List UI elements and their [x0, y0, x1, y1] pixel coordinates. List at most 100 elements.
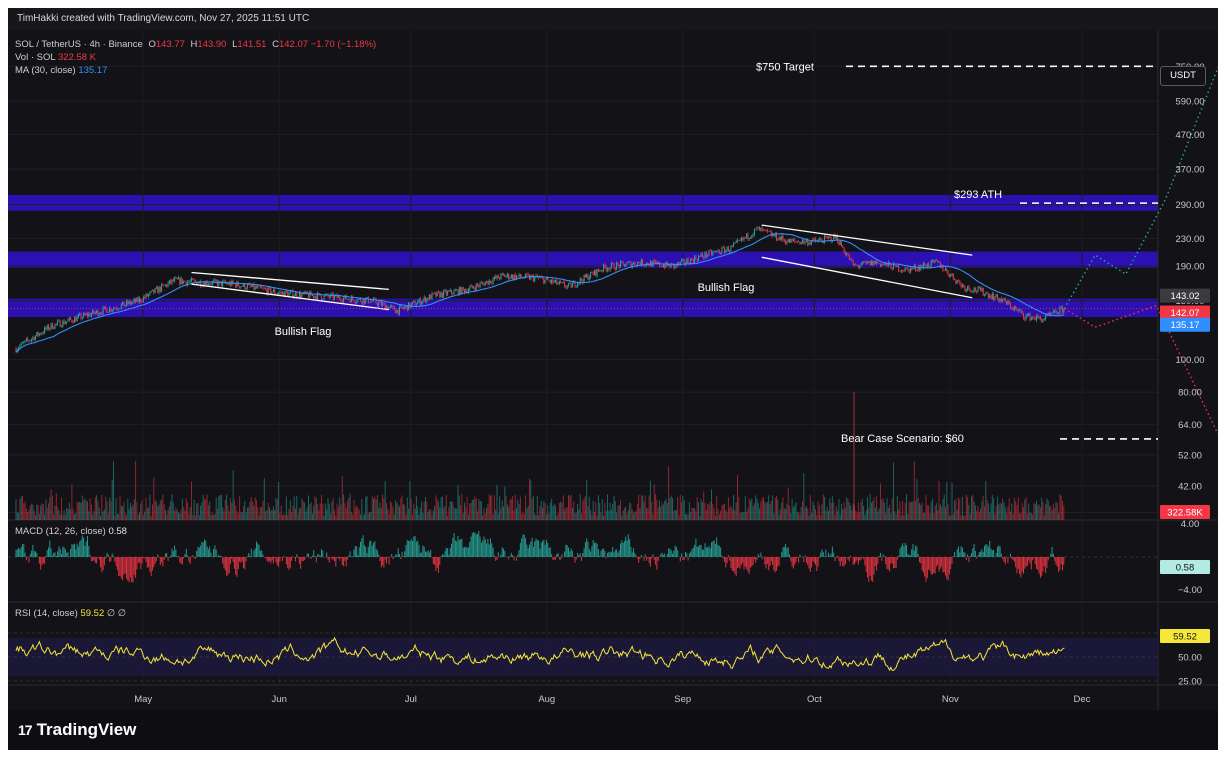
macd-bar [560, 557, 562, 560]
macd-bar [315, 557, 317, 563]
volume-legend[interactable]: Vol · SOL 322.58 K [15, 52, 96, 63]
rsi-tick-label: 50.00 [1178, 653, 1202, 664]
candle-body [501, 273, 503, 275]
volume-bar [924, 512, 926, 520]
volume-bar [700, 499, 702, 520]
volume-bar [972, 494, 974, 520]
macd-bar [504, 550, 506, 557]
candle-body [859, 266, 861, 267]
volume-bar [302, 501, 304, 520]
volume-bar [285, 496, 287, 520]
macd-bar [361, 538, 363, 557]
macd-bar [549, 547, 551, 557]
volume-bar [66, 507, 68, 520]
volume-bar [487, 504, 489, 520]
volume-bar [855, 510, 857, 520]
chart-area[interactable]: Bullish Flag Bullish Flag $750 Target $293 … [8, 30, 1223, 710]
candle-body [36, 332, 38, 336]
volume-bar [817, 501, 819, 520]
macd-bar [87, 535, 88, 557]
volume-bar [341, 475, 343, 520]
macd-bar [631, 552, 633, 557]
macd-bar [543, 539, 545, 557]
candle-body [649, 261, 651, 266]
volume-bar [80, 502, 82, 520]
volume-bar [638, 494, 640, 520]
macd-bar [854, 557, 855, 565]
volume-bar [323, 515, 325, 520]
volume-bar [844, 508, 846, 520]
candle-body [332, 293, 334, 300]
macd-bar [713, 540, 715, 557]
candle-body [916, 269, 918, 271]
macd-bar [668, 548, 670, 557]
volume-bar [932, 498, 933, 520]
candle-body [591, 272, 593, 273]
currency-button[interactable]: USDT [1160, 66, 1206, 86]
candle-body [1020, 310, 1022, 312]
volume-bar [245, 512, 247, 520]
macd-bar [105, 557, 107, 559]
symbol-legend[interactable]: SOL / TetherUS · 4h · Binance O143.77 H1… [15, 39, 376, 50]
macd-bar [18, 547, 20, 557]
volume-bar [272, 506, 274, 520]
macd-bar [781, 552, 783, 557]
volume-bar [856, 512, 858, 520]
candle-body [356, 301, 358, 303]
candle-body [343, 297, 345, 302]
candle-body [230, 282, 231, 286]
macd-bar [811, 557, 813, 568]
volume-bar [133, 499, 135, 520]
macd-bar [298, 557, 300, 564]
candle-body [960, 282, 962, 287]
volume-bar [630, 503, 632, 520]
volume-bar [629, 502, 631, 520]
macd-bar [595, 542, 597, 557]
rsi-legend[interactable]: RSI (14, close) 59.52 ∅ ∅ [15, 608, 126, 619]
macd-bar [292, 556, 294, 557]
volume-bar [558, 503, 560, 520]
zone-0 [8, 194, 1158, 211]
x-tick-label: Nov [942, 694, 959, 705]
macd-bar [274, 557, 276, 558]
macd-bar [399, 554, 400, 557]
volume-bar [332, 497, 334, 520]
macd-bar [171, 548, 173, 557]
macd-bar [501, 547, 503, 557]
macd-bar [804, 555, 806, 557]
candle-body [967, 286, 969, 290]
volume-bar [998, 504, 1000, 520]
macd-bar [80, 540, 82, 557]
macd-legend[interactable]: MACD (12, 26, close) 0.58 [15, 526, 127, 537]
macd-bar [976, 557, 978, 559]
macd-bar [323, 557, 325, 558]
volume-bar [318, 510, 320, 520]
volume-bar [530, 480, 532, 520]
candle-body [259, 285, 261, 288]
macd-bar [955, 556, 957, 557]
macd-bar [826, 556, 828, 558]
tradingview-logo[interactable]: 17 TradingView [18, 720, 136, 740]
candle-body [1024, 317, 1026, 320]
volume-bar [756, 498, 758, 520]
candle-body [798, 241, 800, 243]
macd-bar [488, 544, 490, 557]
macd-bar [925, 557, 927, 582]
macd-bar [753, 557, 755, 560]
ma-value: 135.17 [78, 65, 108, 76]
x-tick-label: Aug [538, 694, 555, 705]
candle-body [566, 285, 568, 288]
volume-bar [347, 500, 348, 520]
candle-body [436, 291, 438, 297]
footer: 17 TradingView [8, 710, 1218, 750]
candle-body [245, 288, 247, 290]
volume-bar [991, 494, 993, 520]
volume-bar [343, 494, 345, 520]
volume-bar [31, 503, 33, 520]
volume-bar [812, 501, 814, 520]
ma-legend[interactable]: MA (30, close) 135.17 [15, 65, 107, 76]
volume-bar [1058, 512, 1060, 520]
volume-bar [821, 504, 823, 520]
macd-bar [402, 556, 404, 557]
